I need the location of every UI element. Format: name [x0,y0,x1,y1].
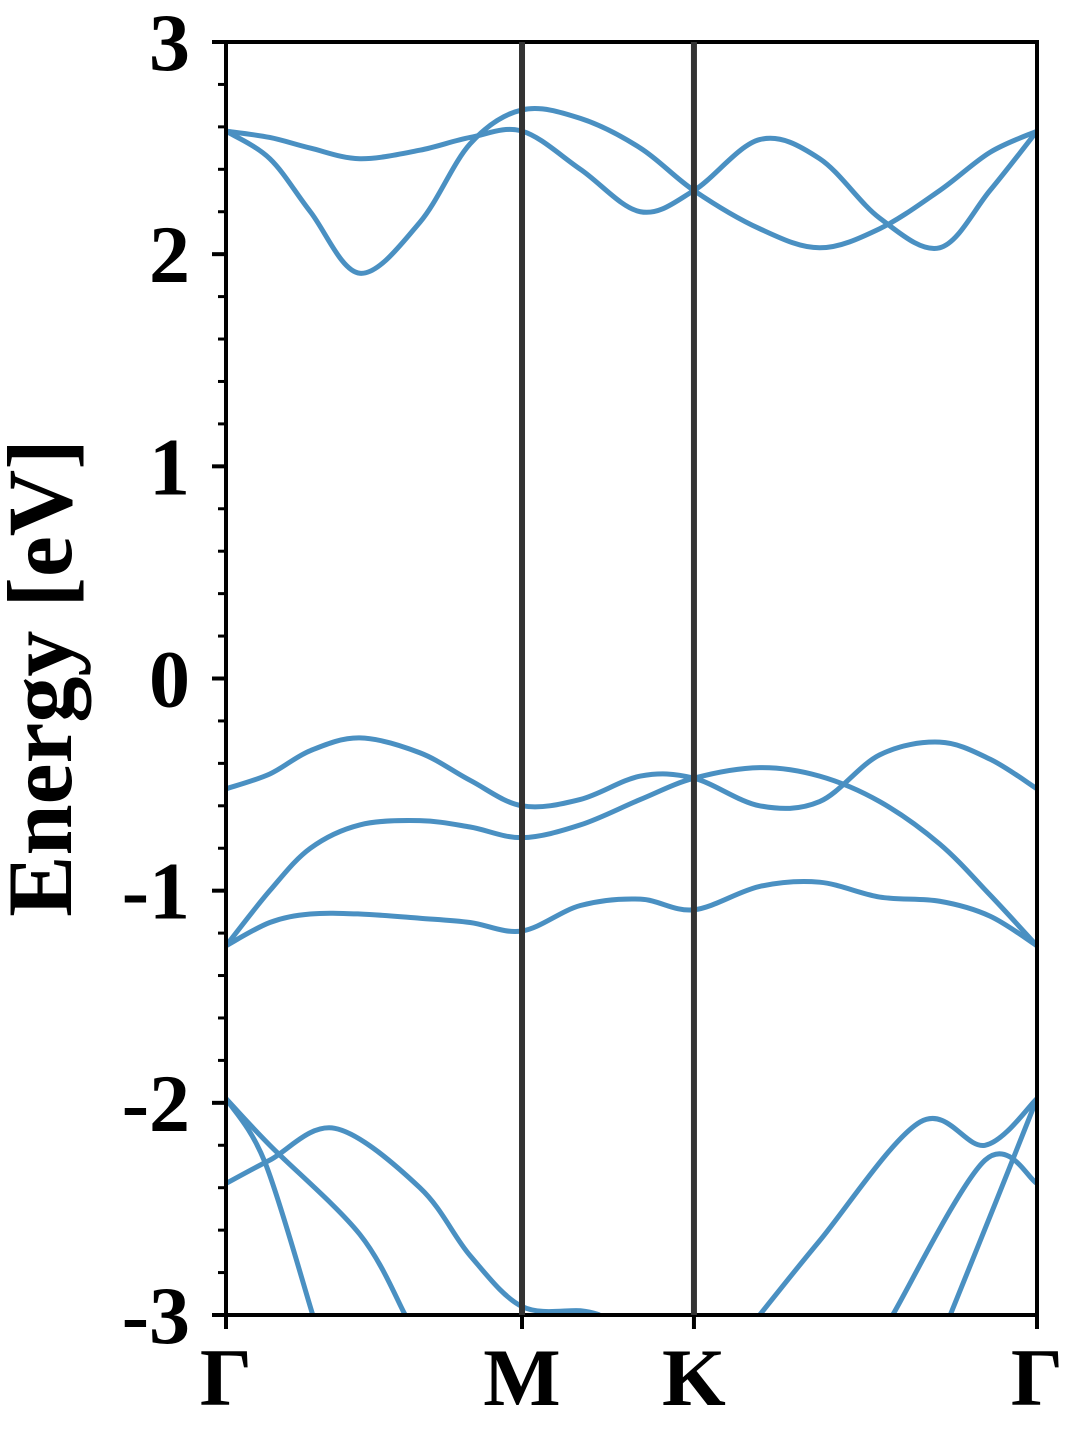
y-tick-label: -3 [122,1270,190,1361]
x-tick-label: K [662,1332,726,1423]
band-line [226,1097,316,1315]
y-tick-label: 1 [149,421,190,512]
band-line [226,1096,408,1315]
y-tick-label: -1 [122,846,190,937]
band-line [757,1096,1037,1315]
y-tick-label: 3 [149,0,190,88]
band-line [226,735,1037,811]
y-tick-label: 2 [149,209,190,300]
band-line [947,1097,1037,1315]
band-line [226,106,1037,276]
y-tick-label: 0 [149,634,190,725]
y-axis-label: Energy [eV] [0,439,91,917]
x-tick-label: M [483,1332,560,1423]
x-tick-label: Γ [1011,1332,1063,1423]
band-line [226,126,1037,251]
band-line [226,878,1037,949]
band-line [890,1151,1037,1315]
x-tick-label: Γ [200,1332,252,1423]
band-line [226,765,1037,948]
plot-area [226,106,1037,1315]
y-tick-label: -2 [122,1058,190,1149]
band-line [226,1125,601,1315]
